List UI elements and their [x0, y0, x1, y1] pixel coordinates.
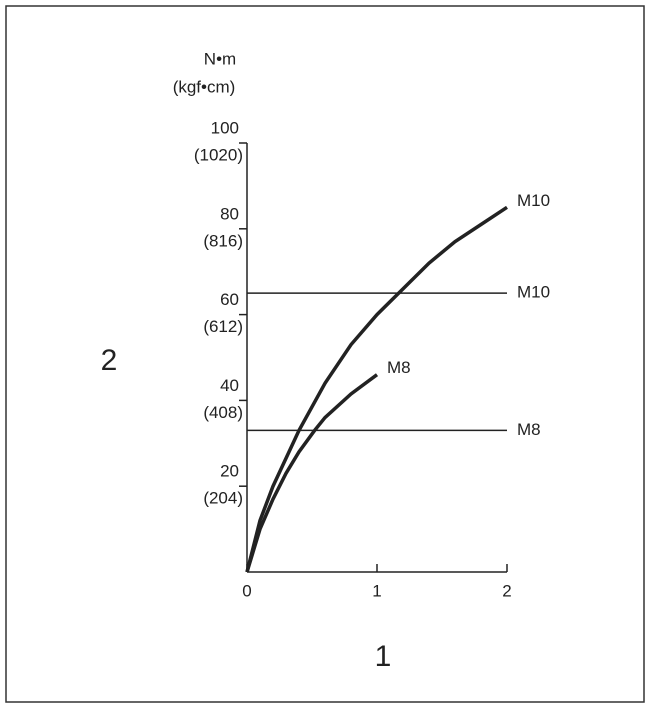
series-line [245, 373, 379, 573]
y-tick-label-secondary: (408) [203, 403, 243, 422]
y-tick-label-secondary: (816) [203, 231, 243, 250]
y-tick-label-secondary: (204) [203, 489, 243, 508]
series-label: M10 [517, 283, 550, 302]
series-label: M8 [517, 420, 541, 439]
x-tick-label: 1 [372, 581, 381, 600]
y-axis-label: 2 [101, 344, 118, 377]
series-line [245, 205, 508, 573]
frame [5, 5, 645, 703]
y-tick-label: 100 [211, 118, 239, 137]
y-tick-label-secondary: (1020) [194, 145, 243, 164]
x-tick-label: 0 [242, 581, 251, 600]
x-axis-label: 1 [375, 640, 392, 673]
series-label: M8 [387, 358, 411, 377]
y-tick-label-secondary: (612) [203, 317, 243, 336]
x-tick-label: 2 [502, 581, 511, 600]
y-tick-label: 20 [220, 462, 239, 481]
y-tick-label: 60 [220, 290, 239, 309]
y-tick-label: 40 [220, 376, 239, 395]
y-unit-label-secondary: (kgf•cm) [173, 77, 236, 96]
y-tick-label: 80 [220, 204, 239, 223]
series-label: M10 [517, 191, 550, 210]
y-unit-label: N•m [204, 49, 236, 68]
